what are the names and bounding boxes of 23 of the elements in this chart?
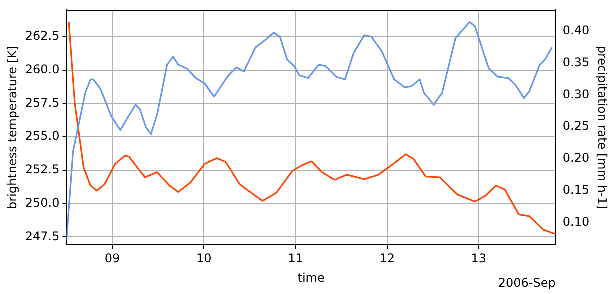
y-axis-title: brightness temperature [K]: [5, 46, 20, 210]
y2-tick-label: 0.30: [562, 87, 590, 102]
x-tick-label: 10: [196, 252, 212, 266]
y-tick-label: 257.5: [25, 96, 60, 110]
y-tick-label: 252.5: [25, 162, 60, 177]
x-tick-label: 12: [380, 252, 395, 266]
y-tick-label: 250.0: [25, 196, 60, 210]
y2-tick-label: 0.15: [562, 183, 590, 198]
y2-tick-label: 0.20: [562, 151, 590, 166]
y-tick-label: 260.0: [25, 62, 60, 76]
x-tick-label: 13: [471, 252, 487, 266]
y-tick-label: 247.5: [25, 229, 60, 244]
y-tick-label: 262.5: [25, 29, 60, 44]
x-axis-title: time: [298, 270, 325, 285]
y2-tick-label: 0.35: [562, 55, 590, 70]
y2-axis-title: precipitation rate [mm h-1]: [596, 46, 610, 210]
x-tick-label: 11: [288, 252, 304, 266]
y2-tick-label: 0.25: [562, 119, 590, 134]
y2-tick-label: 0.10: [562, 214, 590, 229]
x-tick-label: 09: [104, 252, 120, 266]
text: 2006-Sep: [498, 276, 556, 290]
y2-tick-label: 0.40: [562, 23, 590, 38]
y-tick-label: 255.0: [25, 129, 60, 144]
